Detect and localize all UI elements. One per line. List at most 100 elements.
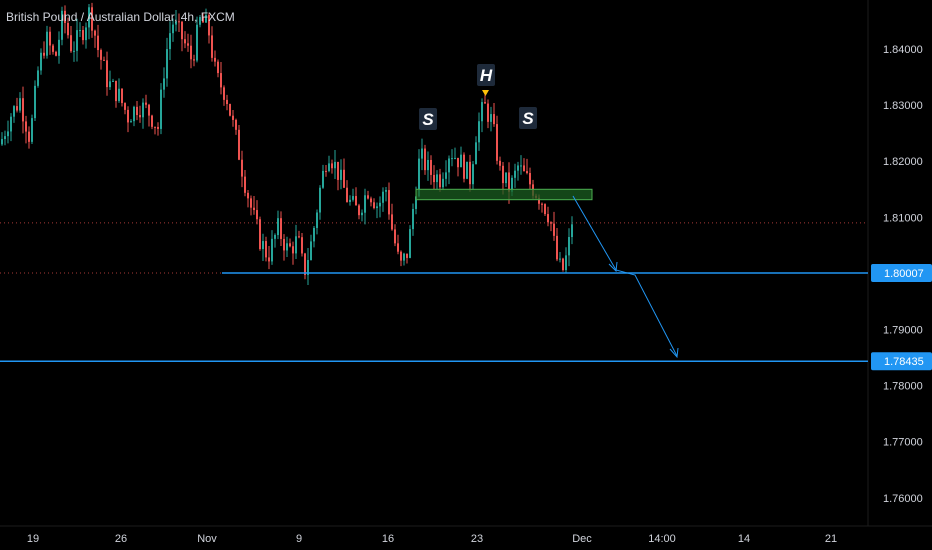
candle-body xyxy=(262,241,264,250)
candle-body xyxy=(361,212,363,216)
candle-body xyxy=(571,224,573,238)
candle-body xyxy=(61,10,63,40)
y-tick-label: 1.78000 xyxy=(883,381,923,393)
candle-body xyxy=(415,196,417,209)
candle-body xyxy=(565,255,567,271)
candle-body xyxy=(94,30,96,36)
projection-arrow[interactable] xyxy=(572,195,679,359)
price-label-bg xyxy=(871,352,932,371)
candle-body xyxy=(202,17,204,23)
candle-body xyxy=(76,30,78,51)
candle-body xyxy=(133,106,135,122)
candle-body xyxy=(256,210,258,220)
candle-body xyxy=(259,219,261,250)
candle-body xyxy=(568,237,570,256)
y-tick-label: 1.79000 xyxy=(883,325,923,337)
x-tick-label: 21 xyxy=(825,533,837,545)
candle-body xyxy=(349,199,351,202)
candle-body xyxy=(490,114,492,122)
candle-body xyxy=(184,39,186,44)
candle-body xyxy=(187,43,189,46)
candle-body xyxy=(334,161,336,169)
candle-body xyxy=(43,52,45,56)
price-label: 1.80007 xyxy=(884,268,924,280)
candle-body xyxy=(10,116,12,132)
candle-body xyxy=(118,88,120,102)
candle-body xyxy=(82,30,84,41)
candle-body xyxy=(301,237,303,254)
candle-body xyxy=(139,115,141,118)
candle-body xyxy=(292,246,294,254)
candle-body xyxy=(418,158,420,197)
candle-body xyxy=(28,131,30,142)
candle-body xyxy=(379,202,381,207)
candle-body xyxy=(373,202,375,209)
candle-body xyxy=(241,159,243,177)
x-tick-label: 16 xyxy=(382,533,394,545)
candle-body xyxy=(154,126,156,128)
candle-body xyxy=(424,148,426,171)
candle-body xyxy=(442,178,444,188)
candle-body xyxy=(130,121,132,123)
y-tick-label: 1.76000 xyxy=(883,493,923,505)
candle-body xyxy=(103,59,105,61)
candle-body xyxy=(385,190,387,192)
candle-body xyxy=(235,119,237,130)
candle-body xyxy=(310,241,312,261)
candle-body xyxy=(97,35,99,51)
candle-body xyxy=(79,30,81,32)
candle-body xyxy=(85,27,87,41)
candle-body xyxy=(208,14,210,36)
neckline-zone[interactable] xyxy=(415,188,593,201)
candle-body xyxy=(433,174,435,183)
candle-body xyxy=(439,174,441,188)
candle-body xyxy=(169,33,171,50)
candle-body xyxy=(289,243,291,247)
candle-body xyxy=(1,139,3,145)
y-tick-label: 1.82000 xyxy=(883,156,923,168)
shoulder-label: S xyxy=(422,110,434,129)
candle-body xyxy=(523,165,525,172)
candle-body xyxy=(412,208,414,230)
x-tick-label: 23 xyxy=(471,533,483,545)
candle-body xyxy=(73,50,75,52)
candle-body xyxy=(229,104,231,116)
candle-body xyxy=(397,243,399,252)
pattern-label-bg xyxy=(519,107,537,129)
candle-body xyxy=(322,170,324,188)
x-tick-label: 14:00 xyxy=(648,533,676,545)
candle-body xyxy=(16,106,18,111)
candle-body xyxy=(124,103,126,110)
candle-body xyxy=(274,235,276,239)
candle-body xyxy=(325,170,327,172)
candle-body xyxy=(337,161,339,180)
candle-body xyxy=(70,35,72,52)
candle-body xyxy=(283,238,285,251)
candle-body xyxy=(448,158,450,173)
candle-body xyxy=(466,161,468,179)
candle-body xyxy=(517,165,519,171)
candle-body xyxy=(46,31,48,56)
candle-body xyxy=(502,165,504,184)
candle-body xyxy=(547,214,549,223)
candle-body xyxy=(13,106,15,117)
candle-body xyxy=(31,118,33,142)
candle-body xyxy=(562,258,564,271)
pattern-label-bg xyxy=(477,64,495,86)
x-tick-label: 9 xyxy=(296,533,302,545)
candle-body xyxy=(304,253,306,275)
x-tick-label: Nov xyxy=(197,533,217,545)
candle-body xyxy=(163,78,165,90)
candle-body xyxy=(151,115,153,127)
candle-body xyxy=(313,227,315,242)
head-marker xyxy=(482,90,489,96)
candle-body xyxy=(298,236,300,238)
candle-body xyxy=(436,174,438,183)
candle-body xyxy=(55,51,57,56)
candle-body xyxy=(277,218,279,236)
candle-body xyxy=(37,70,39,86)
head-label: H xyxy=(480,66,493,85)
candle-body xyxy=(211,35,213,58)
